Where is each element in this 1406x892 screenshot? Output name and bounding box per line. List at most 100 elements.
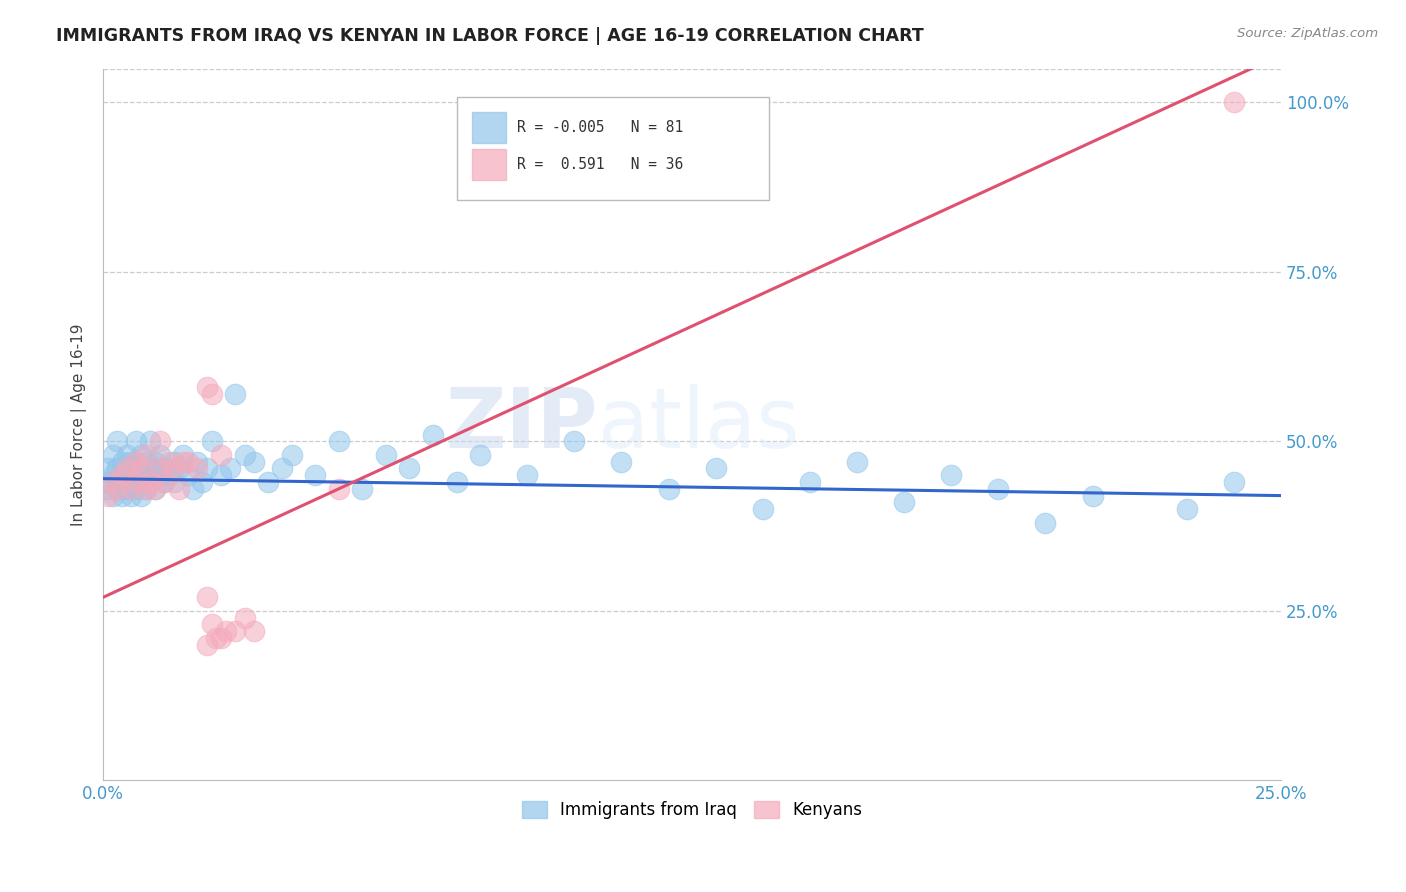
Point xyxy=(224,624,246,639)
Point xyxy=(149,461,172,475)
Point xyxy=(177,455,200,469)
Point xyxy=(135,482,157,496)
Point xyxy=(125,434,148,449)
Point xyxy=(139,461,162,475)
Point xyxy=(153,475,176,489)
Point xyxy=(186,461,208,475)
Point xyxy=(101,489,124,503)
Point xyxy=(157,468,180,483)
Point xyxy=(209,468,232,483)
Point xyxy=(186,455,208,469)
Point xyxy=(468,448,491,462)
Point xyxy=(163,475,186,489)
Point xyxy=(422,427,444,442)
Point xyxy=(177,468,200,483)
Text: atlas: atlas xyxy=(598,384,800,465)
Point xyxy=(129,489,152,503)
Point xyxy=(121,455,143,469)
Text: R = -0.005   N = 81: R = -0.005 N = 81 xyxy=(516,120,683,135)
Point xyxy=(195,591,218,605)
Point xyxy=(149,448,172,462)
Point xyxy=(149,468,172,483)
Point xyxy=(704,461,727,475)
Point xyxy=(1223,95,1246,110)
Point xyxy=(257,475,280,489)
Text: ZIP: ZIP xyxy=(446,384,598,465)
Text: IMMIGRANTS FROM IRAQ VS KENYAN IN LABOR FORCE | AGE 16-19 CORRELATION CHART: IMMIGRANTS FROM IRAQ VS KENYAN IN LABOR … xyxy=(56,27,924,45)
Point xyxy=(157,455,180,469)
Point xyxy=(610,455,633,469)
Point xyxy=(195,461,218,475)
Point xyxy=(111,489,134,503)
Point xyxy=(941,468,963,483)
Point xyxy=(111,455,134,469)
Point xyxy=(101,468,124,483)
Point xyxy=(328,434,350,449)
Point xyxy=(987,482,1010,496)
Point xyxy=(143,482,166,496)
Point xyxy=(893,495,915,509)
Point xyxy=(105,461,128,475)
Point xyxy=(125,455,148,469)
Point xyxy=(191,475,214,489)
Point xyxy=(139,434,162,449)
Point xyxy=(105,475,128,489)
Point xyxy=(1175,502,1198,516)
Point xyxy=(115,482,138,496)
Point xyxy=(105,482,128,496)
Point xyxy=(125,468,148,483)
Point xyxy=(129,461,152,475)
Point xyxy=(352,482,374,496)
Point xyxy=(153,475,176,489)
Point xyxy=(115,461,138,475)
Point xyxy=(139,475,162,489)
Point xyxy=(446,475,468,489)
Point xyxy=(200,617,222,632)
Point xyxy=(846,455,869,469)
FancyBboxPatch shape xyxy=(472,112,506,144)
Point xyxy=(200,387,222,401)
Point xyxy=(143,482,166,496)
Point xyxy=(224,387,246,401)
Point xyxy=(374,448,396,462)
Point xyxy=(195,380,218,394)
Point xyxy=(111,475,134,489)
Point xyxy=(135,468,157,483)
Point xyxy=(799,475,821,489)
Point xyxy=(205,631,228,645)
Point xyxy=(101,448,124,462)
Point xyxy=(125,475,148,489)
Point xyxy=(125,455,148,469)
Point xyxy=(163,455,186,469)
Point xyxy=(243,624,266,639)
Text: Source: ZipAtlas.com: Source: ZipAtlas.com xyxy=(1237,27,1378,40)
Point xyxy=(105,482,128,496)
Point xyxy=(121,482,143,496)
Point xyxy=(516,468,538,483)
Point xyxy=(271,461,294,475)
Y-axis label: In Labor Force | Age 16-19: In Labor Force | Age 16-19 xyxy=(72,323,87,525)
Point xyxy=(233,448,256,462)
Point xyxy=(129,475,152,489)
Point xyxy=(1223,475,1246,489)
Point xyxy=(304,468,326,483)
Point xyxy=(181,482,204,496)
Point xyxy=(97,475,120,489)
Point xyxy=(163,461,186,475)
Point xyxy=(233,610,256,624)
Point xyxy=(129,448,152,462)
Point xyxy=(121,475,143,489)
Point xyxy=(280,448,302,462)
Point xyxy=(111,468,134,483)
Point xyxy=(167,482,190,496)
Point xyxy=(135,448,157,462)
Point xyxy=(139,475,162,489)
Point xyxy=(97,461,120,475)
Legend: Immigrants from Iraq, Kenyans: Immigrants from Iraq, Kenyans xyxy=(516,794,869,825)
Point xyxy=(97,489,120,503)
Point xyxy=(135,482,157,496)
Point xyxy=(143,455,166,469)
Point xyxy=(149,434,172,449)
Point xyxy=(219,461,242,475)
Point xyxy=(200,434,222,449)
